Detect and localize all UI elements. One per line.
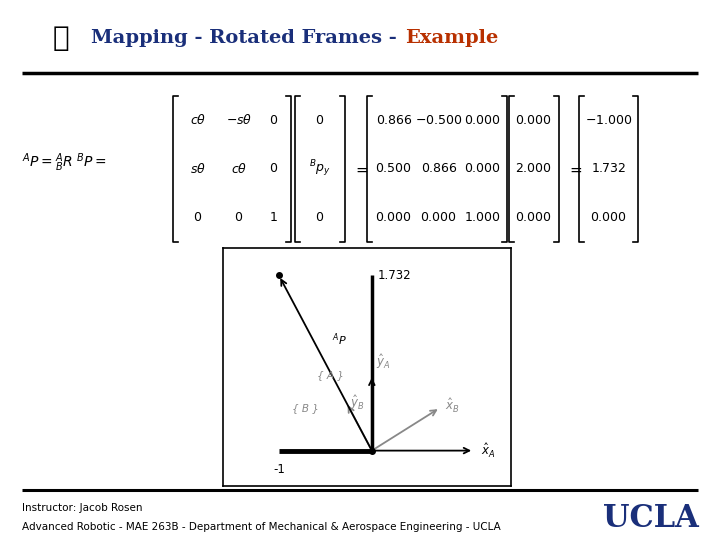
Text: $-s\theta$: $-s\theta$ [226,113,252,127]
Text: $-0.500$: $-0.500$ [415,114,462,127]
Text: $1$: $1$ [269,211,278,224]
Text: ${}^{B}p_y$: ${}^{B}p_y$ [309,159,331,179]
Text: $0.000$: $0.000$ [375,211,413,224]
Text: $ 1.732$: $ 1.732$ [590,163,626,176]
Text: ${}^{A}P={}^{A}_{B}R \ {}^{B}P=$: ${}^{A}P={}^{A}_{B}R \ {}^{B}P=$ [22,152,107,174]
Text: $\hat{y}_B$: $\hat{y}_B$ [350,393,364,412]
Text: $0.500$: $0.500$ [375,163,413,176]
Text: $ 0.000$: $ 0.000$ [420,211,457,224]
Text: 1.732: 1.732 [377,269,411,282]
Text: $0.000$: $0.000$ [464,163,500,176]
Text: $0$: $0$ [235,211,243,224]
Text: { B }: { B } [292,403,318,413]
Text: { A }: { A } [317,370,343,380]
Text: $-1.000$: $-1.000$ [585,114,632,127]
Text: $c\theta$: $c\theta$ [231,162,247,176]
Text: $0.000$: $0.000$ [516,114,552,127]
Text: $^AP$: $^AP$ [332,331,347,348]
Text: Mapping - Rotated Frames -: Mapping - Rotated Frames - [91,29,403,47]
Text: $1.000$: $1.000$ [464,211,500,224]
Text: $0.000$: $0.000$ [464,114,500,127]
Text: $c\theta$: $c\theta$ [189,113,206,127]
Text: UCLA: UCLA [603,503,698,534]
Text: Advanced Robotic - MAE 263B - Department of Mechanical & Aerospace Engineering -: Advanced Robotic - MAE 263B - Department… [22,522,500,531]
Text: $\hat{x}_B$: $\hat{x}_B$ [445,396,459,415]
Text: $=$: $=$ [567,161,582,177]
Text: $=$: $=$ [353,161,369,177]
Text: Instructor: Jacob Rosen: Instructor: Jacob Rosen [22,503,142,512]
Text: Example: Example [405,29,498,47]
Text: $0.000$: $0.000$ [516,211,552,224]
Text: $\hat{y}_A$: $\hat{y}_A$ [376,352,390,371]
Text: $ 0.000$: $ 0.000$ [590,211,627,224]
Text: 🤖: 🤖 [53,24,70,52]
Text: $0$: $0$ [315,114,325,127]
Text: -1: -1 [273,463,285,476]
Text: $0$: $0$ [315,211,325,224]
Text: $s\theta$: $s\theta$ [189,162,206,176]
Text: $ 0.866$: $ 0.866$ [420,163,457,176]
Text: $2.000$: $2.000$ [516,163,552,176]
Text: $0.866$: $0.866$ [376,114,412,127]
Text: $0$: $0$ [269,114,278,127]
Text: $0$: $0$ [193,211,202,224]
Text: $\hat{x}_A$: $\hat{x}_A$ [480,442,495,460]
Text: $0$: $0$ [269,163,278,176]
